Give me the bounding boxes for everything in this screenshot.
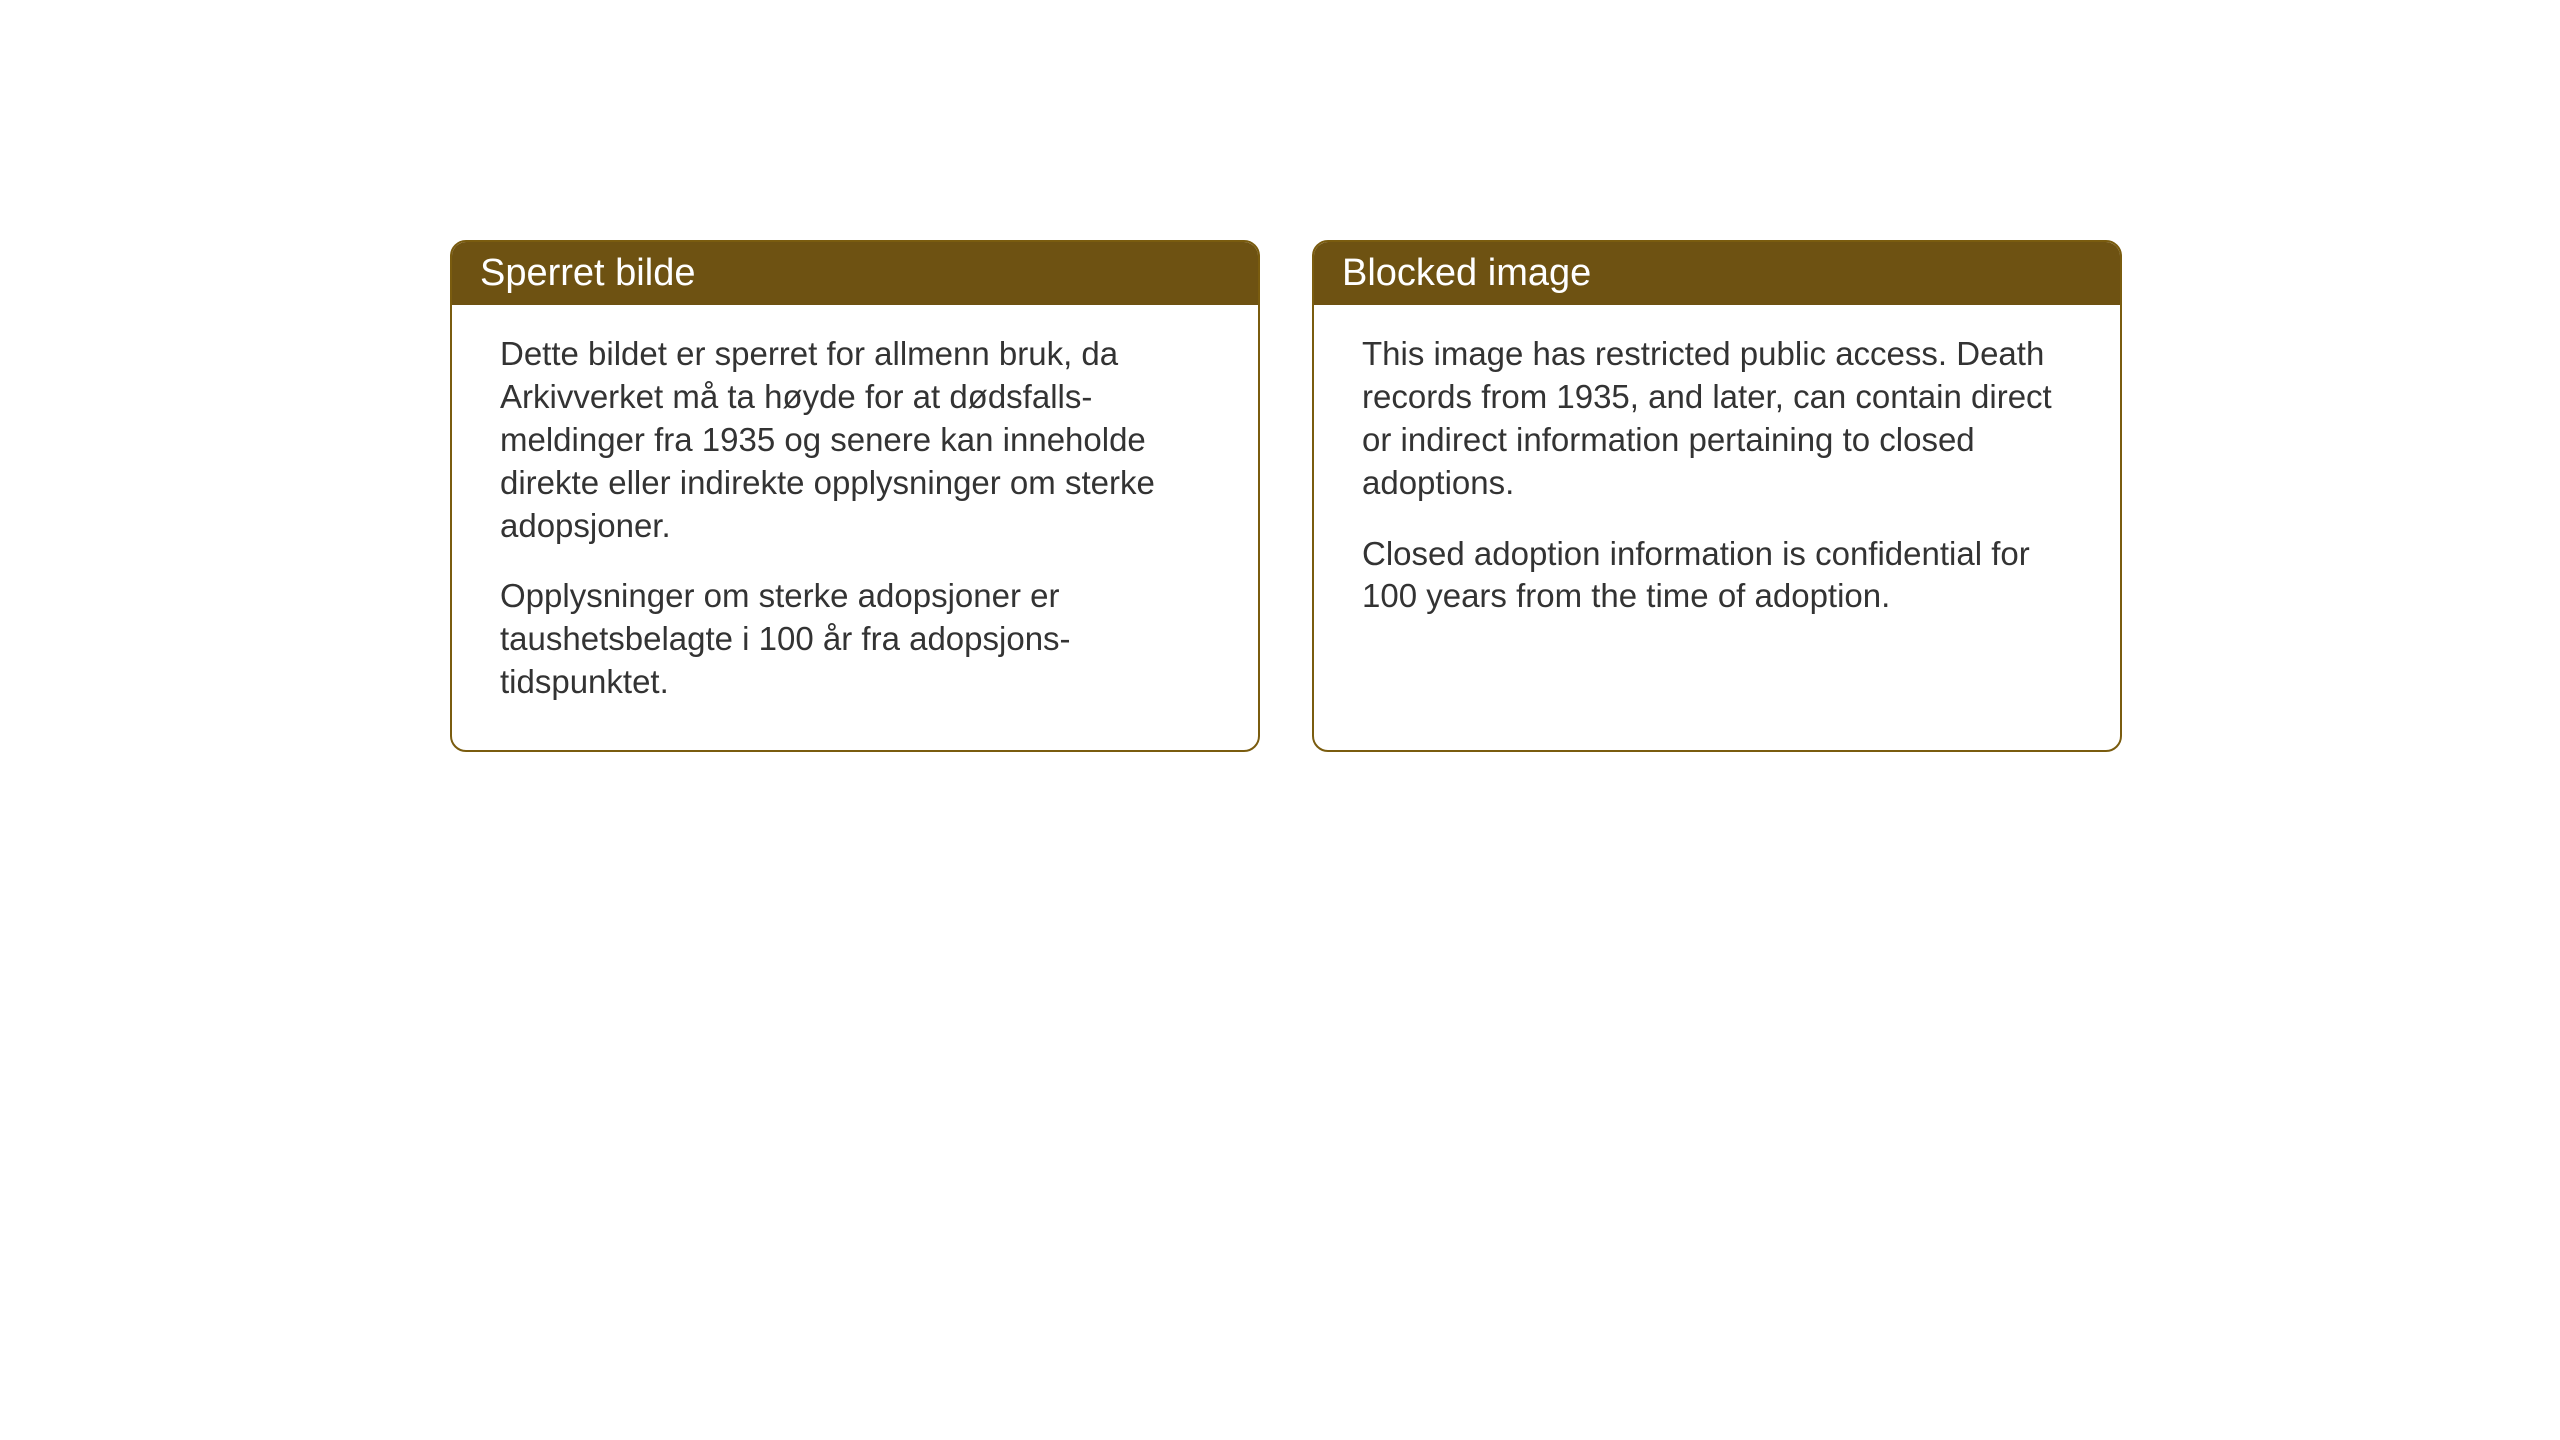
notice-container: Sperret bilde Dette bildet er sperret fo…: [450, 240, 2122, 752]
card-header-norwegian: Sperret bilde: [452, 242, 1258, 305]
card-paragraph-2-english: Closed adoption information is confident…: [1362, 533, 2072, 619]
card-header-english: Blocked image: [1314, 242, 2120, 305]
card-title-english: Blocked image: [1342, 252, 1591, 294]
card-body-english: This image has restricted public access.…: [1314, 305, 2120, 660]
notice-card-english: Blocked image This image has restricted …: [1312, 240, 2122, 752]
notice-card-norwegian: Sperret bilde Dette bildet er sperret fo…: [450, 240, 1260, 752]
card-paragraph-2-norwegian: Opplysninger om sterke adopsjoner er tau…: [500, 575, 1210, 704]
card-paragraph-1-english: This image has restricted public access.…: [1362, 333, 2072, 505]
card-body-norwegian: Dette bildet er sperret for allmenn bruk…: [452, 305, 1258, 746]
card-paragraph-1-norwegian: Dette bildet er sperret for allmenn bruk…: [500, 333, 1210, 547]
card-title-norwegian: Sperret bilde: [480, 252, 695, 294]
